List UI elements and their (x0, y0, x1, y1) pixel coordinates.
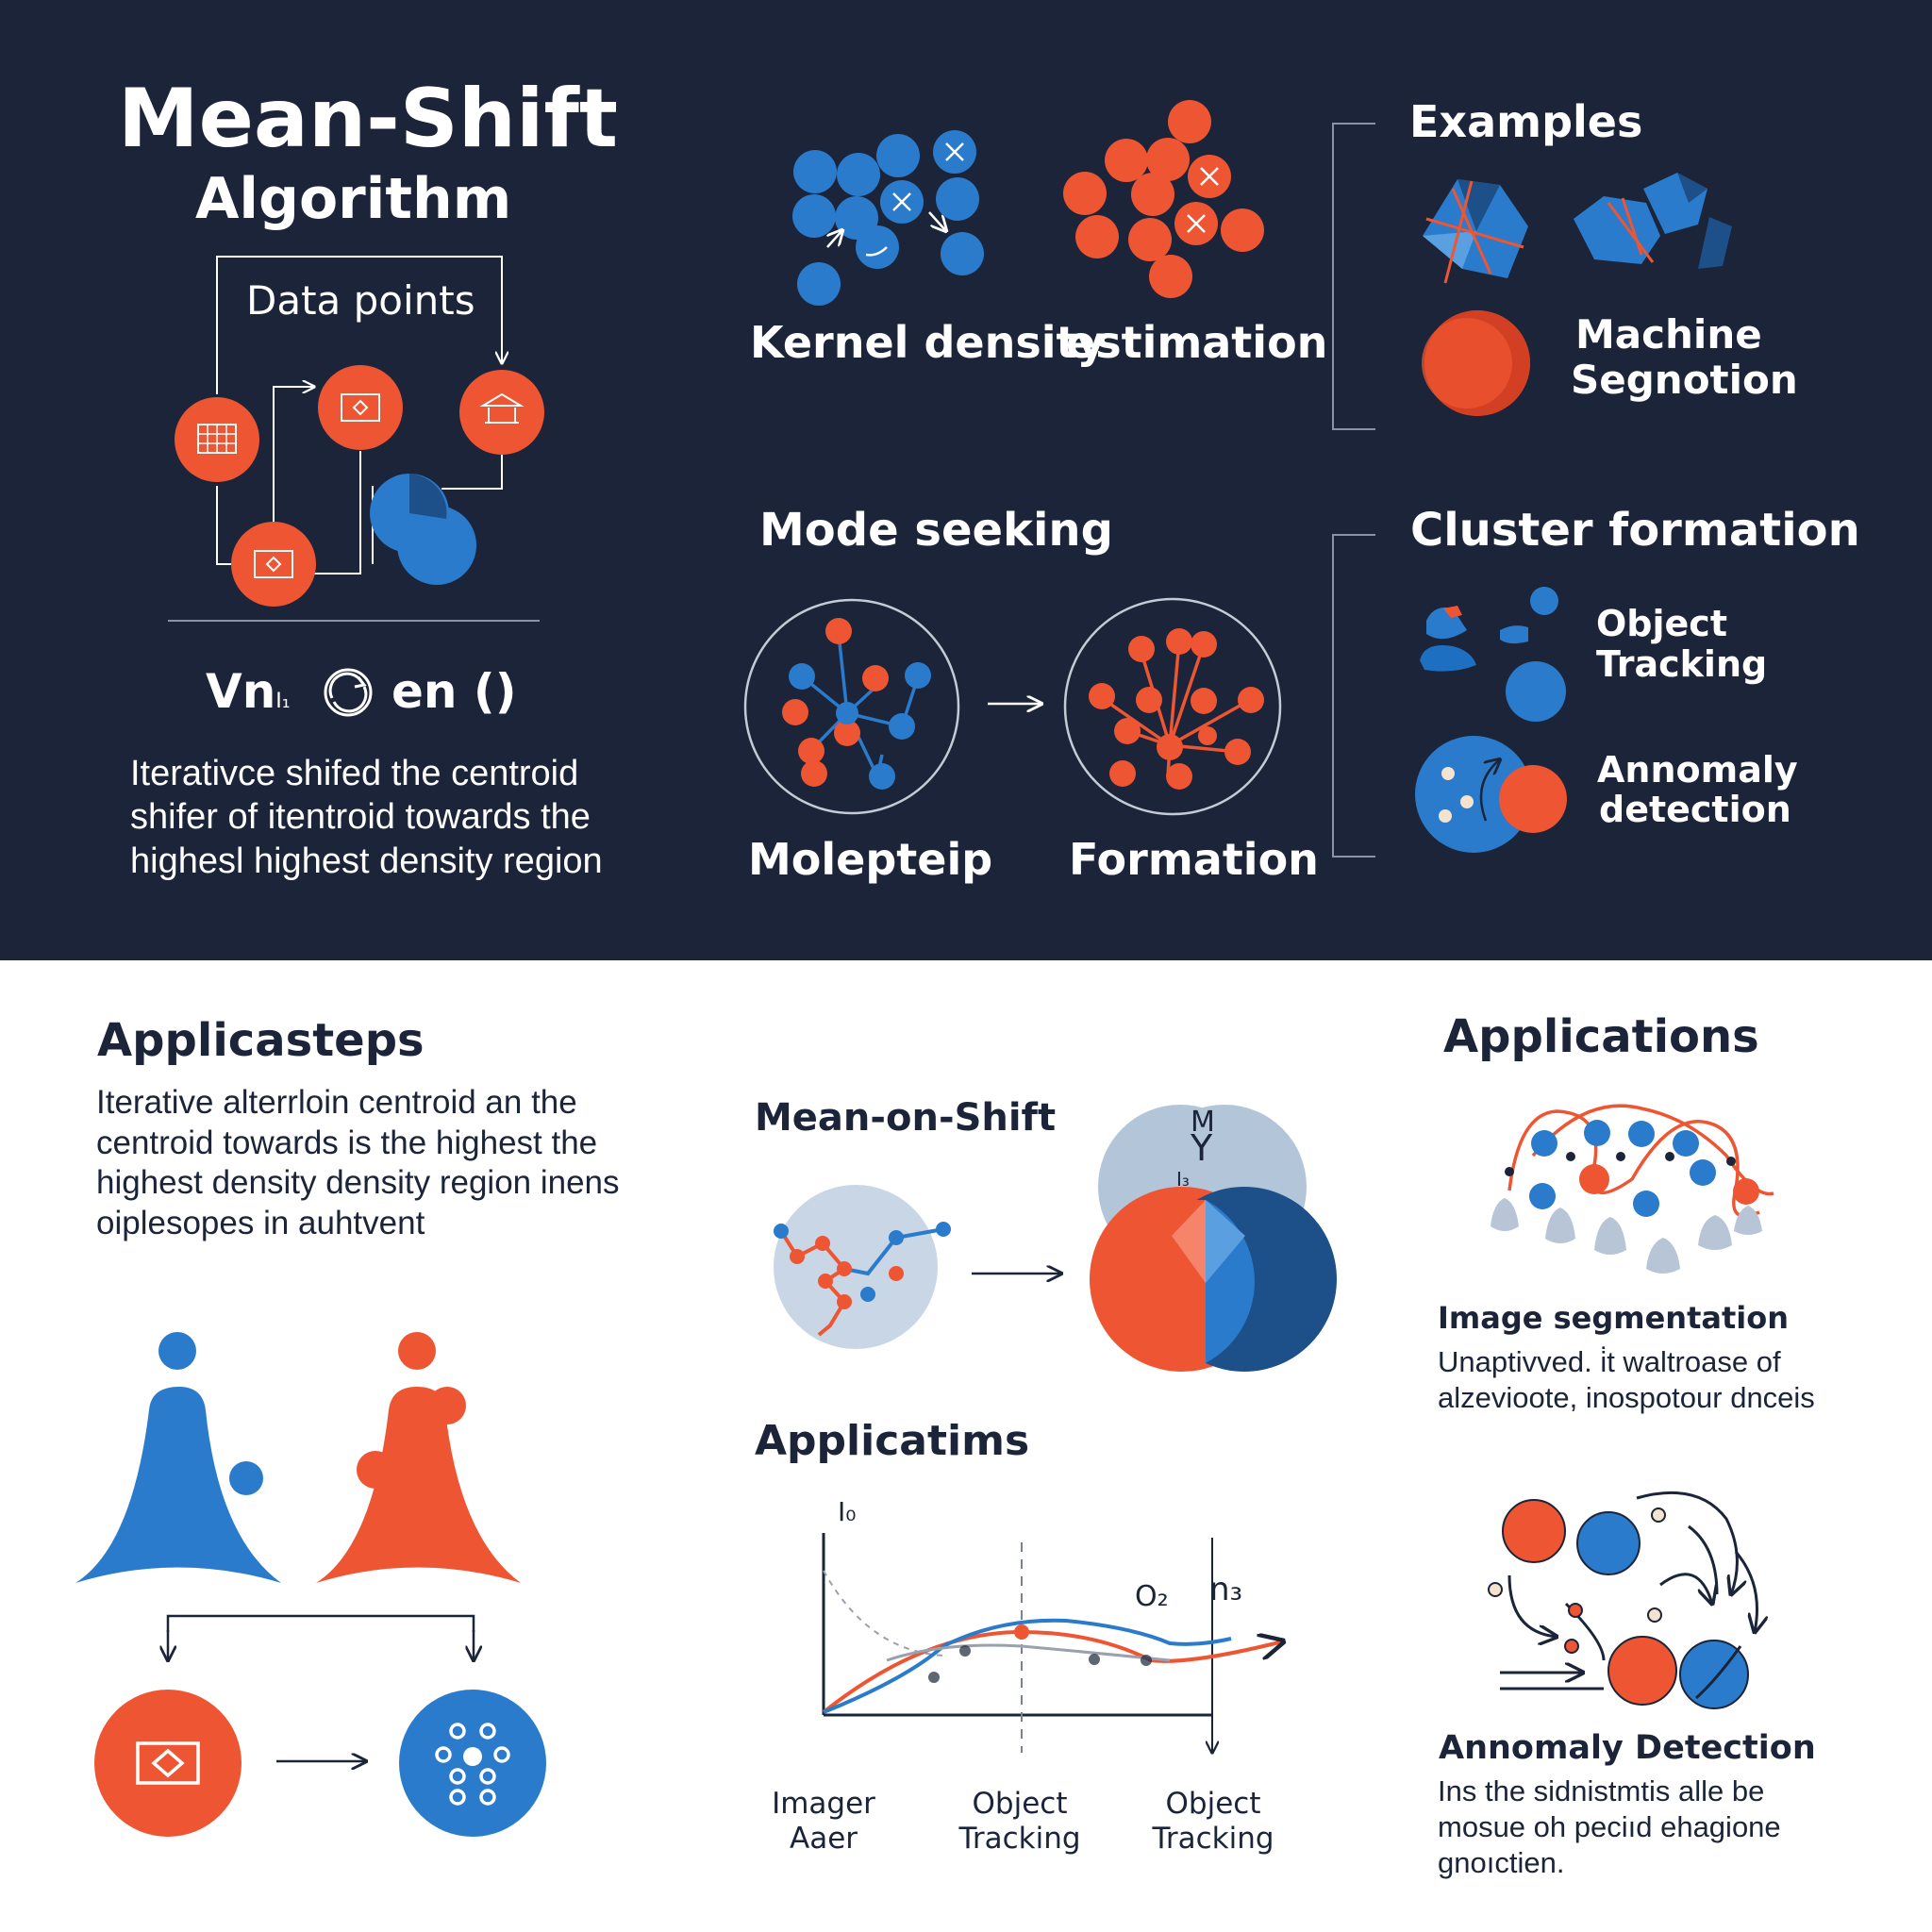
mean-shift-path-circle (774, 1185, 951, 1349)
cluster-bracket (1332, 534, 1375, 858)
cluster-heading: Cluster formation (1410, 504, 1860, 557)
chart-axis-label: I₀ (838, 1496, 857, 1527)
chart-x-label-2: Object Tracking (958, 1787, 1080, 1857)
mode-seeking-heading: Mode seeking (759, 504, 1113, 557)
kde-label-left: Kernel density (750, 317, 1106, 368)
chart-curve-label-n: n₃ (1209, 1571, 1243, 1608)
bottom-left-flow-arrows (168, 1614, 474, 1761)
cluster-item2-line2: detection (1599, 789, 1791, 830)
chart-x-label-1: Imager Aaer (772, 1787, 875, 1857)
refresh-icon (324, 668, 373, 717)
cluster-item2-line1: Annomaly (1597, 749, 1798, 791)
cluster-item1-line1: Object (1596, 603, 1727, 644)
image-segmentation-illustration (1491, 1104, 1774, 1274)
data-points-label: Data points (246, 277, 475, 324)
kde-label-right: estimation (1066, 317, 1328, 368)
chart-x-label-2-line2: Tracking (958, 1822, 1081, 1857)
kde-orange-cluster (1063, 100, 1264, 298)
cluster-item1-line2: Tracking (1596, 643, 1768, 685)
chart-curve-label-o: O₂ (1135, 1580, 1169, 1613)
formula-rest: en () (391, 664, 517, 719)
applicatims-heading: Applicatims (755, 1417, 1030, 1465)
image-segmentation-body: Unaptivved. i̇t waltroase of alzevioote,… (1438, 1345, 1815, 1414)
mode-label-right: Formation (1069, 834, 1319, 885)
blue-overlap-circles (370, 474, 476, 585)
main-title-line1: Mean-Shift (118, 72, 619, 166)
orange-frame-icon (94, 1690, 242, 1837)
applicasteps-body: Iterative alterrloin centroid an the cen… (96, 1084, 620, 1242)
chart-x-label-3-line2: Tracking (1152, 1822, 1274, 1857)
mode-seeking-graph-left (743, 598, 960, 815)
blue-distribution-shape (75, 1332, 281, 1583)
examples-bracket (1332, 123, 1375, 430)
object-tracking-icon (1420, 587, 1566, 722)
data-point-node-bank-icon (459, 370, 544, 455)
formula-sub: I₁ (275, 690, 291, 713)
anomaly-detection-illustration (1488, 1491, 1757, 1709)
intro-description: Iterativce shifed the centroid shifer of… (130, 754, 603, 881)
mean-shift-glyph-m: M (1191, 1106, 1215, 1139)
examples-heading: Examples (1409, 96, 1643, 147)
segmentation-circles-icon (1422, 310, 1530, 416)
polyhedron-shape-icon (1574, 173, 1732, 269)
mean-shift-merged-circles (1090, 1105, 1337, 1372)
chart-x-label-3: Object Tracking (1152, 1787, 1274, 1857)
anomaly-detection-title: Annomaly Detection (1439, 1729, 1816, 1767)
machine-label-line2: Segnotion (1571, 357, 1798, 403)
chart-x-label-2-line1: Object (972, 1787, 1068, 1821)
data-point-node-frame-icon-2 (231, 522, 316, 607)
applications-heading: Applications (1443, 1010, 1759, 1063)
kde-blue-cluster (792, 130, 984, 306)
kde-orange-centroid-markers (1187, 167, 1219, 233)
chart-x-label-3-line1: Object (1165, 1787, 1261, 1821)
data-point-node-frame-icon (318, 365, 403, 450)
bottom-light-panel (0, 960, 1932, 1932)
main-title-line2: Algorithm (195, 166, 512, 232)
formula-var: Vn (206, 664, 276, 719)
anomaly-detection-body: Ins the sidnistmtis alle be mosue oh pec… (1438, 1774, 1781, 1879)
mean-shift-heading: Mean-on-Shift (755, 1096, 1057, 1140)
anomaly-detection-icon (1415, 736, 1567, 853)
applicasteps-heading: Applicasteps (97, 1014, 425, 1067)
data-point-node-grid-icon (175, 397, 259, 482)
applicatims-line-chart (822, 1533, 1283, 1753)
image-segmentation-title: Image segmentation (1438, 1300, 1789, 1336)
kde-blue-centroid-markers (827, 142, 964, 257)
chart-x-label-1-line2: Aaer (789, 1822, 858, 1857)
chart-x-label-1-line1: Imager (772, 1787, 875, 1821)
orange-distribution-shape (316, 1332, 521, 1583)
formula-text: VnI₁ (206, 664, 291, 719)
blue-dots-icon (399, 1690, 546, 1837)
machine-label-line1: Machine (1575, 311, 1762, 358)
crystal-shape-icon (1423, 179, 1528, 284)
mean-shift-glyph-i: I₃ (1176, 1168, 1190, 1191)
mode-seeking-graph-right (1063, 597, 1282, 816)
mean-shift-glyph-y: Y (1191, 1127, 1213, 1169)
mode-label-left: Molepteip (748, 834, 993, 885)
